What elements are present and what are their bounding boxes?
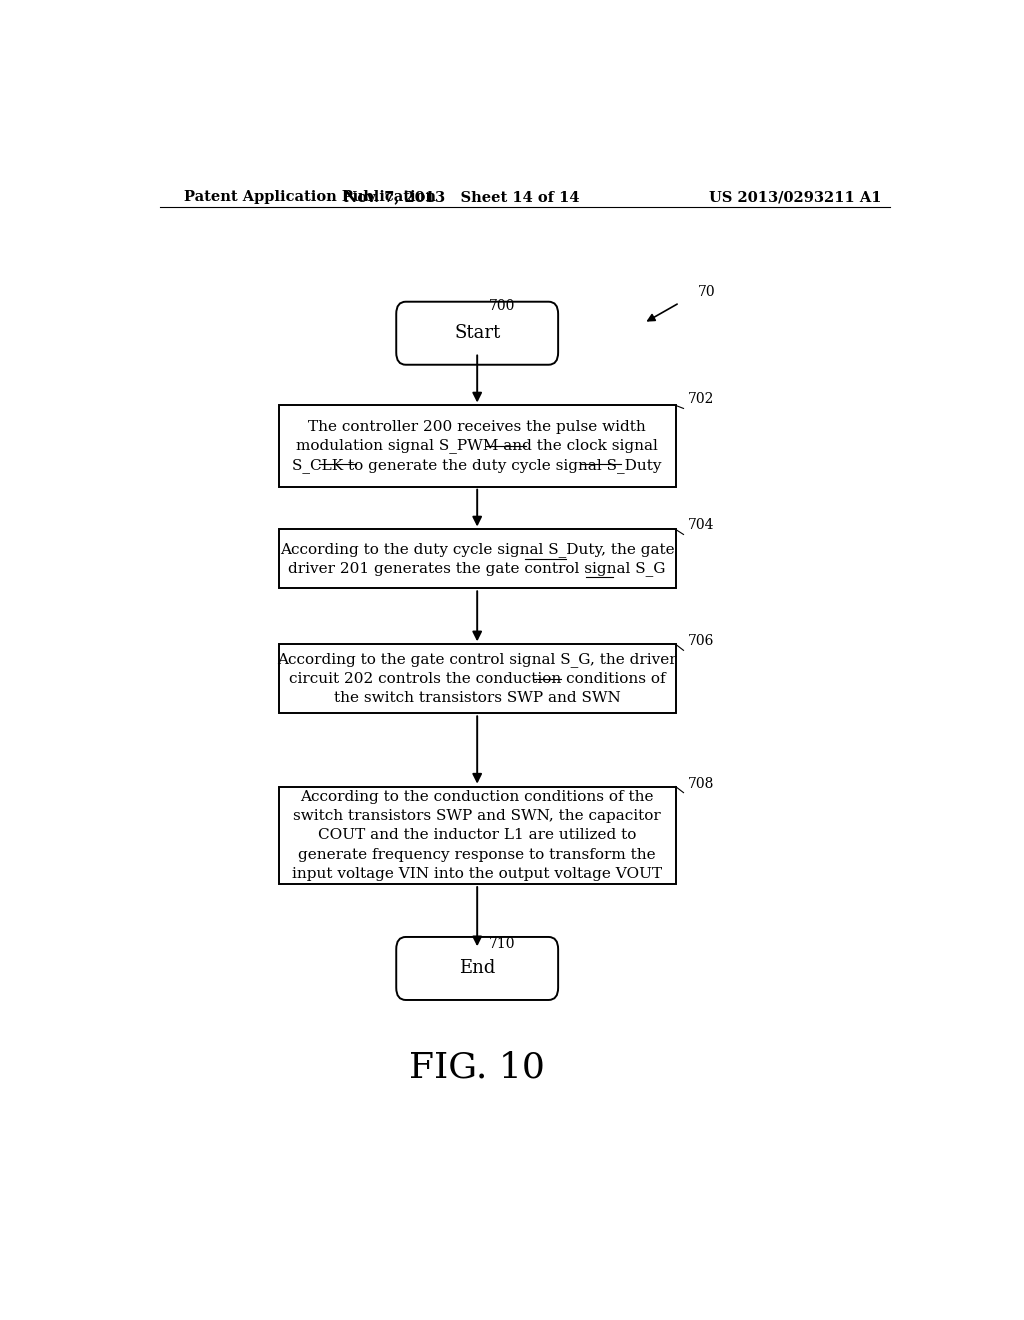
Text: generate frequency response to transform the: generate frequency response to transform… — [298, 847, 656, 862]
Bar — [279, 529, 676, 589]
Text: COUT and the inductor L1 are utilized to: COUT and the inductor L1 are utilized to — [318, 829, 636, 842]
Text: US 2013/0293211 A1: US 2013/0293211 A1 — [710, 190, 882, 205]
Bar — [279, 644, 676, 713]
Text: Nov. 7, 2013   Sheet 14 of 14: Nov. 7, 2013 Sheet 14 of 14 — [344, 190, 579, 205]
Text: driver 201 generates the gate control signal S_G: driver 201 generates the gate control si… — [289, 561, 666, 576]
FancyBboxPatch shape — [396, 302, 558, 364]
Text: 704: 704 — [687, 519, 714, 532]
FancyBboxPatch shape — [396, 937, 558, 1001]
Text: 708: 708 — [687, 776, 714, 791]
Bar — [279, 787, 676, 884]
Text: the switch transistors SWP and SWN: the switch transistors SWP and SWN — [334, 692, 621, 705]
Text: Patent Application Publication: Patent Application Publication — [183, 190, 435, 205]
Text: 70: 70 — [697, 285, 716, 298]
Text: input voltage VIN into the output voltage VOUT: input voltage VIN into the output voltag… — [292, 867, 663, 880]
Text: Start: Start — [454, 325, 501, 342]
Text: According to the duty cycle signal S_Duty, the gate: According to the duty cycle signal S_Dut… — [280, 541, 675, 557]
Text: modulation signal S_PWM and the clock signal: modulation signal S_PWM and the clock si… — [296, 438, 658, 454]
Text: End: End — [459, 960, 496, 978]
Text: FIG. 10: FIG. 10 — [410, 1051, 545, 1084]
Text: According to the gate control signal S_G, the driver: According to the gate control signal S_G… — [278, 652, 677, 667]
Text: The controller 200 receives the pulse width: The controller 200 receives the pulse wi… — [308, 420, 646, 434]
Text: 710: 710 — [489, 937, 516, 952]
Text: circuit 202 controls the conduction conditions of: circuit 202 controls the conduction cond… — [289, 672, 666, 686]
Bar — [279, 405, 676, 487]
Text: S_CLK to generate the duty cycle signal S_Duty: S_CLK to generate the duty cycle signal … — [293, 458, 662, 473]
Text: switch transistors SWP and SWN, the capacitor: switch transistors SWP and SWN, the capa… — [293, 809, 662, 822]
Text: 702: 702 — [687, 392, 714, 407]
Text: 700: 700 — [489, 298, 515, 313]
Text: According to the conduction conditions of the: According to the conduction conditions o… — [300, 789, 654, 804]
Text: 706: 706 — [687, 635, 714, 648]
